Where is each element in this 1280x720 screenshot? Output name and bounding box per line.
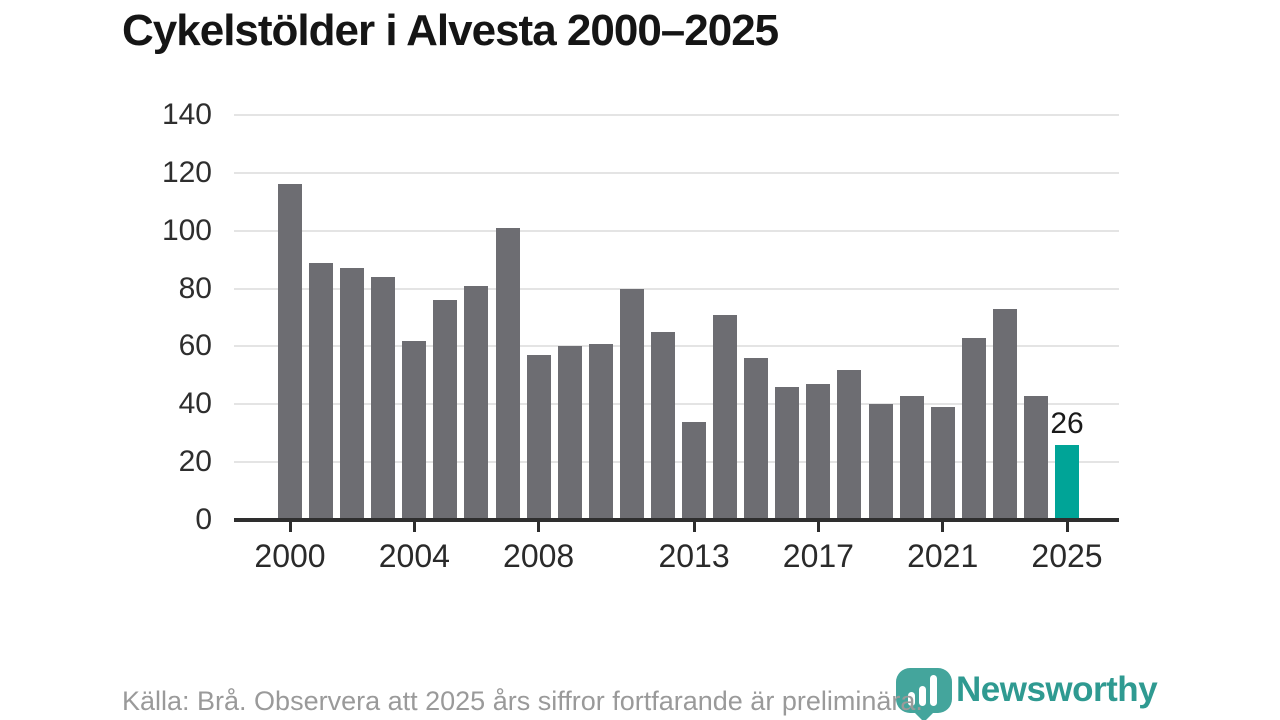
y-axis-label-140: 140 bbox=[161, 98, 212, 131]
x-axis-tick-2017 bbox=[816, 522, 820, 532]
x-axis-label-2017: 2017 bbox=[782, 538, 854, 574]
newsworthy-wordmark: Newsworthy bbox=[956, 670, 1158, 709]
chart-title: Cykelstölder i Alvesta 2000–2025 bbox=[122, 6, 779, 55]
bar-2004 bbox=[402, 340, 427, 520]
x-axis-tick-2000 bbox=[288, 522, 292, 532]
x-axis-label-2021: 2021 bbox=[907, 538, 979, 574]
bar-2023 bbox=[992, 308, 1017, 520]
x-axis-tick-2013 bbox=[692, 522, 696, 532]
bar-2002 bbox=[340, 268, 365, 520]
x-axis-label-2008: 2008 bbox=[503, 538, 575, 574]
gridline-140 bbox=[234, 114, 1119, 116]
bar-2000 bbox=[278, 184, 302, 520]
bar-2006 bbox=[464, 285, 489, 520]
y-axis-label-20: 20 bbox=[178, 445, 212, 479]
bar-2020 bbox=[899, 395, 924, 520]
x-axis-tick-2021 bbox=[941, 522, 945, 532]
gridline-20 bbox=[234, 461, 1119, 464]
x-axis-tick-2004 bbox=[412, 522, 416, 532]
y-axis-label-100: 100 bbox=[161, 213, 212, 247]
bar-2001 bbox=[309, 262, 334, 520]
gridline-40 bbox=[234, 403, 1119, 406]
bar-2003 bbox=[371, 277, 396, 520]
bar-2016 bbox=[775, 386, 800, 520]
bar-2019 bbox=[868, 404, 893, 520]
bar-2007 bbox=[495, 227, 520, 520]
bar-2021 bbox=[930, 407, 955, 520]
bar-2005 bbox=[433, 300, 458, 520]
bar-2009 bbox=[557, 346, 582, 520]
bar-2011 bbox=[619, 288, 644, 520]
bar-2014 bbox=[713, 314, 738, 520]
x-axis-label-2000: 2000 bbox=[254, 538, 326, 574]
source-note: Källa: Brå. Observera att 2025 års siffr… bbox=[122, 686, 923, 716]
y-axis-label-80: 80 bbox=[178, 271, 212, 305]
bar-2022 bbox=[961, 337, 986, 520]
newsworthy-logo-icon bbox=[896, 668, 952, 720]
gridline-60 bbox=[234, 345, 1119, 348]
y-axis-label-60: 60 bbox=[178, 329, 212, 363]
y-axis-label-120: 120 bbox=[161, 155, 212, 189]
bar-2018 bbox=[837, 369, 862, 520]
y-axis-label-0: 0 bbox=[195, 503, 212, 536]
x-axis-label-2013: 2013 bbox=[658, 538, 730, 574]
x-axis-label-2004: 2004 bbox=[378, 538, 450, 574]
bar-2010 bbox=[588, 343, 613, 520]
bar-2017 bbox=[806, 384, 831, 520]
bar-2008 bbox=[526, 355, 551, 520]
x-axis-tick-2025 bbox=[1065, 522, 1069, 532]
newsworthy-logo: Newsworthy bbox=[896, 666, 1158, 720]
bar-2024 bbox=[1023, 395, 1048, 520]
gridline-80 bbox=[234, 287, 1119, 290]
gridline-120 bbox=[234, 171, 1119, 174]
y-axis-label-40: 40 bbox=[178, 387, 212, 421]
bar-2015 bbox=[744, 358, 769, 520]
bar-value-label-2025: 26 bbox=[1050, 406, 1084, 440]
bar-2013 bbox=[682, 421, 707, 520]
bar-2025 bbox=[1055, 444, 1079, 520]
x-axis-line bbox=[234, 518, 1119, 522]
gridline-100 bbox=[234, 229, 1119, 232]
x-axis-label-2025: 2025 bbox=[1031, 538, 1103, 574]
x-axis-tick-2008 bbox=[537, 522, 541, 532]
bar-2012 bbox=[650, 331, 675, 520]
